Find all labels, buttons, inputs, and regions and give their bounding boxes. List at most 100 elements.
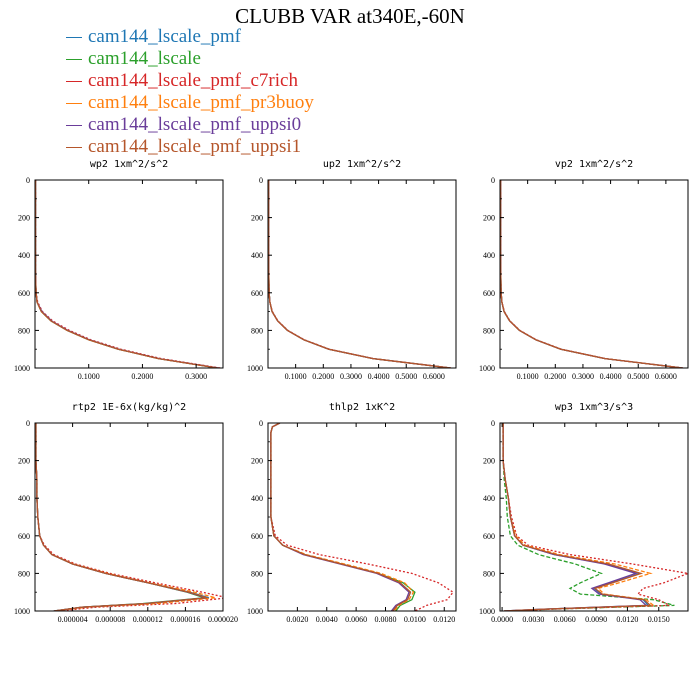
x-tick-label: 0.1000 — [285, 372, 307, 381]
series-line — [35, 180, 218, 368]
panel-title: vp2 1xm^2/s^2 — [555, 159, 633, 170]
y-tick-label: 400 — [18, 251, 30, 260]
series-line — [268, 180, 451, 368]
y-tick-label: 800 — [18, 326, 30, 335]
x-tick-label: 0.1000 — [78, 372, 100, 381]
x-tick-label: 0.4000 — [600, 372, 622, 381]
legend-swatch — [66, 36, 82, 38]
plot-frame — [34, 422, 224, 612]
legend-label: cam144_lscale_pmf_uppsi0 — [88, 114, 302, 135]
legend-swatch — [66, 102, 82, 104]
legend-label: cam144_lscale — [88, 48, 201, 69]
y-tick-label: 600 — [251, 532, 263, 541]
series-line — [35, 423, 216, 611]
y-tick-label: 400 — [483, 494, 495, 503]
x-tick-label: 0.000004 — [58, 615, 88, 624]
x-tick-label: 0.0080 — [375, 615, 397, 624]
x-tick-label: 0.2000 — [544, 372, 566, 381]
series-group — [268, 180, 452, 368]
y-tick-label: 0 — [491, 176, 495, 185]
legend-label: cam144_lscale_pmf_uppsi1 — [88, 136, 302, 157]
legend-label: cam144_lscale_pmf_pr3buoy — [88, 92, 314, 113]
y-tick-label: 200 — [483, 214, 495, 223]
panel-title: rtp2 1E-6x(kg/kg)^2 — [72, 402, 186, 413]
series-line — [270, 423, 412, 611]
series-line — [502, 423, 656, 611]
y-tick-label: 0 — [26, 176, 30, 185]
y-tick-label: 200 — [18, 214, 30, 223]
legend-label: cam144_lscale_pmf — [88, 26, 242, 47]
series-line — [500, 180, 684, 368]
series-group — [35, 180, 221, 368]
y-tick-label: 200 — [251, 214, 263, 223]
y-tick-label: 200 — [483, 457, 495, 466]
legend-swatch — [66, 58, 82, 60]
y-tick-label: 800 — [18, 569, 30, 578]
y-tick-label: 400 — [251, 494, 263, 503]
chart-panel: thlp2 1xK^2 0 200 400 600 800 1000 0.0020 0.0040… — [247, 402, 457, 624]
series-line — [270, 423, 412, 611]
series-line — [270, 423, 410, 611]
chart-panel: rtp2 1E-6x(kg/kg)^2 0 200 400 600 800 1000 0.00… — [14, 402, 238, 624]
series-line — [502, 423, 675, 611]
x-tick-label: 0.0060 — [554, 615, 576, 624]
x-tick-label: 0.6000 — [655, 372, 677, 381]
y-tick-label: 1000 — [14, 607, 30, 616]
plot-frame — [267, 422, 457, 612]
x-tick-label: 0.0060 — [345, 615, 367, 624]
legend-item: cam144_lscale — [66, 48, 314, 70]
series-group — [500, 180, 684, 368]
x-tick-label: 0.3000 — [572, 372, 594, 381]
plot-frame — [499, 422, 689, 612]
series-line — [270, 423, 415, 611]
series-line — [502, 423, 648, 611]
series-line — [35, 423, 208, 611]
legend-swatch — [66, 146, 82, 148]
x-tick-label: 0.0090 — [585, 615, 607, 624]
series-line — [268, 180, 451, 368]
series-line — [35, 180, 218, 368]
y-tick-label: 400 — [18, 494, 30, 503]
x-tick-label: 0.0030 — [522, 615, 544, 624]
plot-frame — [499, 179, 689, 369]
series-line — [35, 180, 218, 368]
legend-item: cam144_lscale_pmf — [66, 26, 314, 48]
x-tick-label: 0.000008 — [95, 615, 125, 624]
legend: cam144_lscale_pmf cam144_lscale cam144_l… — [66, 26, 314, 158]
legend-item: cam144_lscale_pmf_uppsi0 — [66, 114, 314, 136]
plot-frame — [267, 179, 457, 369]
x-tick-label: 0.0120 — [433, 615, 455, 624]
x-tick-label: 0.2000 — [312, 372, 334, 381]
series-line — [35, 423, 205, 611]
chart-panel: wp2 1xm^2/s^2 0 200 400 600 800 1000 0.1000 0.20… — [14, 159, 224, 381]
panel-title: up2 1xm^2/s^2 — [323, 159, 401, 170]
legend-item: cam144_lscale_pmf_uppsi1 — [66, 136, 314, 158]
plot-frame — [34, 179, 224, 369]
y-tick-label: 800 — [251, 326, 263, 335]
series-line — [500, 180, 683, 368]
legend-label: cam144_lscale_pmf_c7rich — [88, 70, 298, 91]
y-tick-label: 600 — [483, 289, 495, 298]
series-line — [500, 180, 683, 368]
chart-panel: up2 1xm^2/s^2 0 200 400 600 800 1000 0.1000 0.20… — [247, 159, 457, 381]
y-tick-label: 600 — [18, 532, 30, 541]
y-tick-label: 0 — [26, 419, 30, 428]
chart-panel: vp2 1xm^2/s^2 0 200 400 600 800 1000 0.1000 0.20… — [479, 159, 689, 381]
legend-item: cam144_lscale_pmf_c7rich — [66, 70, 314, 92]
x-tick-label: 0.5000 — [395, 372, 417, 381]
series-line — [268, 180, 451, 368]
x-tick-label: 0.0100 — [404, 615, 426, 624]
x-tick-label: 0.0120 — [616, 615, 638, 624]
x-tick-label: 0.0020 — [286, 615, 308, 624]
y-tick-label: 800 — [483, 569, 495, 578]
y-tick-label: 600 — [251, 289, 263, 298]
panel-title: thlp2 1xK^2 — [329, 402, 395, 413]
x-tick-label: 0.1000 — [517, 372, 539, 381]
x-tick-label: 0.000012 — [133, 615, 163, 624]
legend-swatch — [66, 80, 82, 82]
series-line — [502, 423, 653, 611]
series-line — [35, 423, 223, 611]
y-tick-label: 400 — [483, 251, 495, 260]
